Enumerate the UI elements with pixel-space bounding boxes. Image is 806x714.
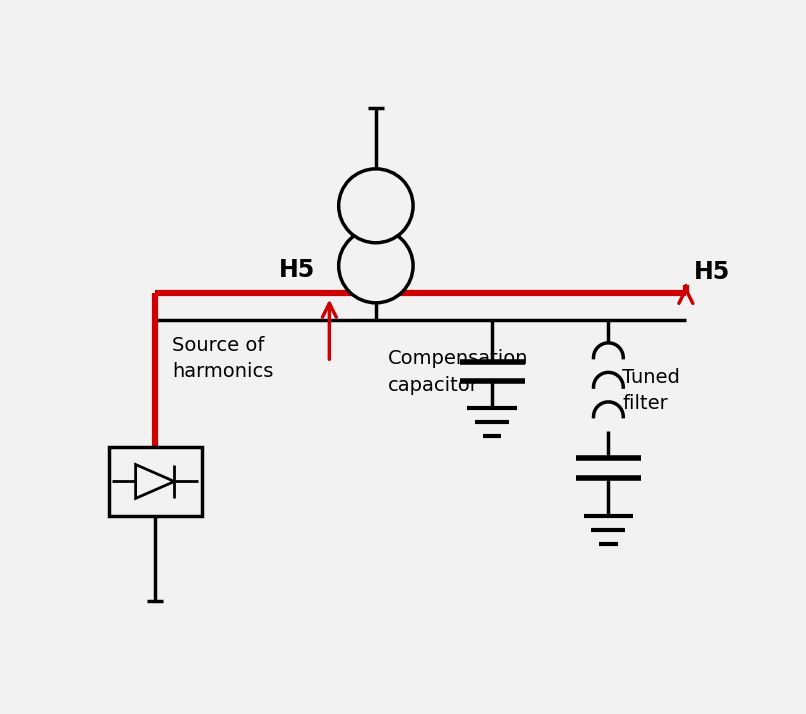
Text: H5: H5 <box>694 260 730 284</box>
Text: H5: H5 <box>279 258 315 282</box>
Circle shape <box>339 169 413 243</box>
Text: Compensation
capacitor: Compensation capacitor <box>388 349 528 395</box>
Circle shape <box>339 229 413 303</box>
Bar <box>109 447 202 516</box>
Text: Source of
harmonics: Source of harmonics <box>172 336 273 381</box>
Text: Tuned
filter: Tuned filter <box>622 368 680 413</box>
